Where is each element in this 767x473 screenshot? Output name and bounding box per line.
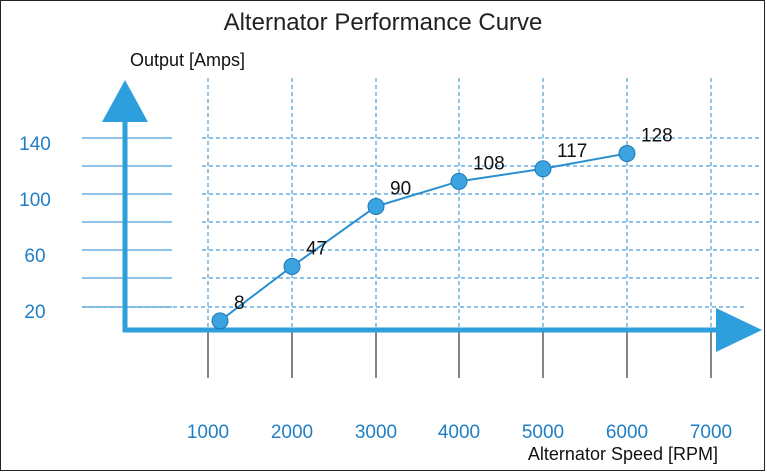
data-point <box>534 160 552 178</box>
tick-labels: 20 60 100 140 1000 2000 3000 4000 5000 6000 7000 <box>19 134 732 443</box>
x-tick-label: 5000 <box>522 422 564 443</box>
y-tick-label: 60 <box>24 246 45 267</box>
series: 8 47 90 108 117 128 <box>211 125 673 330</box>
x-axis-label: Alternator Speed [RPM] <box>528 444 718 464</box>
series-line <box>219 152 628 322</box>
x-axis-arrow-icon <box>716 308 762 352</box>
data-point <box>618 144 636 162</box>
data-label: 117 <box>557 141 587 162</box>
x-tick-label: 7000 <box>690 422 732 443</box>
x-tick-label: 2000 <box>271 422 313 443</box>
x-tick-label: 1000 <box>187 422 229 443</box>
data-label: 90 <box>390 178 411 199</box>
data-label: 8 <box>234 293 245 314</box>
data-point <box>283 257 301 275</box>
data-label: 47 <box>306 238 327 259</box>
y-tick-label: 140 <box>19 134 51 155</box>
x-tick-label: 4000 <box>438 422 480 443</box>
data-label: 108 <box>473 153 505 174</box>
y-tick-label: 20 <box>24 302 45 323</box>
axes <box>102 80 762 352</box>
y-axis-label: Output [Amps] <box>130 50 245 70</box>
grid <box>82 78 760 378</box>
data-point <box>367 197 385 215</box>
data-point <box>211 312 229 330</box>
x-tick-label: 6000 <box>606 422 648 443</box>
data-label: 128 <box>641 125 673 146</box>
chart-title: Alternator Performance Curve <box>224 9 543 36</box>
y-tick-label: 100 <box>19 190 51 211</box>
data-point <box>450 172 468 190</box>
y-axis-arrow-icon <box>102 80 148 122</box>
x-tick-label: 3000 <box>355 422 397 443</box>
